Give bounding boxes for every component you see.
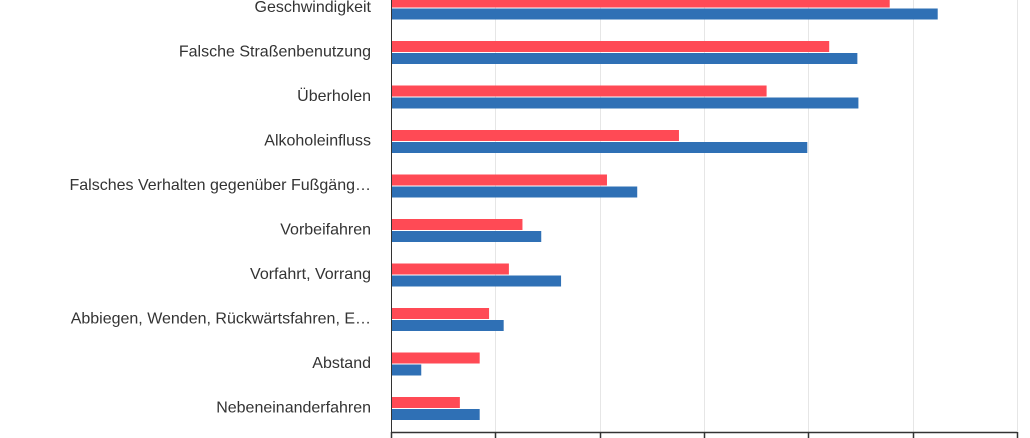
bar-series-2-5 — [392, 231, 542, 242]
bar-series-2-0 — [392, 8, 938, 20]
bar-series-2-8 — [392, 364, 422, 376]
x-axis — [390, 0, 1019, 438]
category-label: Nebeneinanderfahren — [216, 400, 371, 417]
bar-series-1-1 — [392, 41, 830, 52]
bar-series-1-6 — [392, 263, 509, 275]
category-label: Vorbeifahren — [280, 222, 371, 239]
bar-series-1-8 — [392, 352, 480, 364]
bar-series-1-9 — [392, 397, 460, 408]
bar-series-2-2 — [392, 97, 859, 109]
bars — [392, 0, 938, 420]
bar-series-1-4 — [392, 174, 607, 186]
bar-series-1-3 — [392, 130, 679, 141]
category-label: Alkoholeinfluss — [264, 133, 371, 150]
category-label: Abstand — [312, 355, 371, 372]
bar-series-2-1 — [392, 53, 858, 64]
grid-lines — [495, 0, 1018, 432]
category-label: Falsches Verhalten gegenüber Fußgäng… — [69, 177, 371, 194]
bar-series-1-7 — [392, 308, 490, 319]
bar-series-2-9 — [392, 409, 480, 420]
bar-series-1-5 — [392, 219, 523, 230]
bar-series-1-0 — [392, 0, 890, 8]
bar-series-2-3 — [392, 142, 808, 153]
category-label: Geschwindigkeit — [255, 0, 372, 16]
bar-series-2-7 — [392, 320, 504, 331]
category-label: Falsche Straßenbenutzung — [179, 44, 371, 61]
bar-series-2-4 — [392, 186, 638, 198]
category-label: Überholen — [297, 87, 371, 105]
bar-series-2-6 — [392, 275, 562, 287]
category-label: Vorfahrt, Vorrang — [250, 266, 371, 283]
bar-series-1-2 — [392, 85, 767, 97]
category-label: Abbiegen, Wenden, Rückwärtsfahren, E… — [71, 311, 371, 328]
category-labels: Geschwindigkeit Falsche Straßenbenutzung Ü… — [69, 0, 371, 417]
